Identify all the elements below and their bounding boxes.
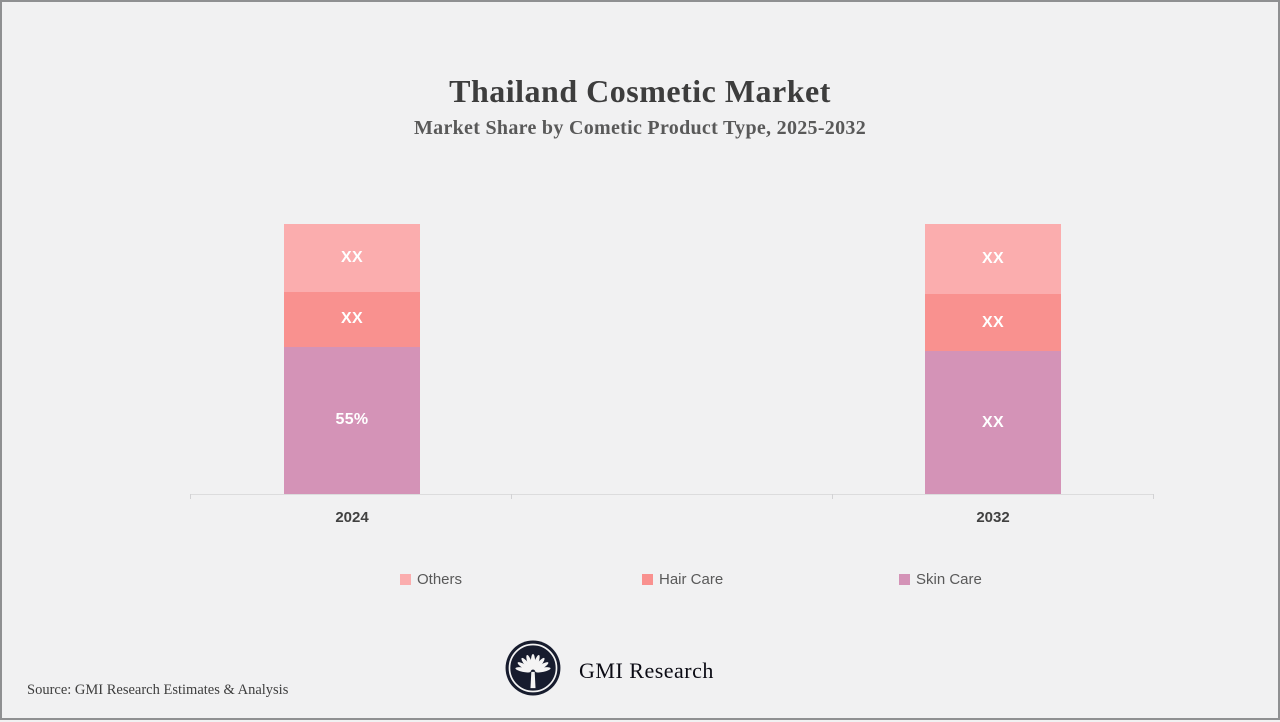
stacked-bar-2032: XX XX XX bbox=[925, 224, 1061, 494]
x-axis-tick bbox=[511, 494, 512, 499]
x-axis-tick bbox=[1153, 494, 1154, 499]
segment-value-label: XX bbox=[341, 249, 363, 267]
x-axis-line bbox=[190, 494, 1154, 495]
segment-value-label: XX bbox=[982, 413, 1004, 431]
legend-swatch-others bbox=[400, 574, 411, 585]
brand-name: GMI Research bbox=[579, 657, 714, 683]
bar-segment-skin-care: 55% bbox=[284, 346, 420, 494]
chart-subtitle: Market Share by Cometic Product Type, 20… bbox=[413, 117, 867, 139]
gmi-palm-logo-icon bbox=[505, 640, 561, 701]
legend-label: Others bbox=[417, 571, 463, 588]
legend-swatch-skin-care bbox=[899, 574, 910, 585]
legend-item-hair-care: Hair Care bbox=[642, 571, 723, 588]
segment-value-label: XX bbox=[982, 250, 1004, 268]
chart-title: Thailand Cosmetic Market bbox=[449, 73, 831, 109]
x-axis-tick bbox=[832, 494, 833, 499]
segment-value-label: XX bbox=[341, 310, 363, 328]
bar-segment-hair-care: XX bbox=[284, 292, 420, 347]
x-tick-label-2024: 2024 bbox=[335, 509, 369, 526]
brand-footer: GMI Research bbox=[505, 640, 714, 701]
x-axis-tick bbox=[190, 494, 191, 499]
source-note: Source: GMI Research Estimates & Analysi… bbox=[27, 682, 289, 698]
legend-label: Hair Care bbox=[659, 571, 724, 588]
bar-segment-skin-care: XX bbox=[925, 351, 1061, 494]
legend-label: Skin Care bbox=[916, 571, 982, 588]
legend-item-others: Others bbox=[400, 571, 462, 588]
bar-segment-others: XX bbox=[925, 224, 1061, 295]
legend-item-skin-care: Skin Care bbox=[899, 571, 982, 588]
bar-segment-hair-care: XX bbox=[925, 294, 1061, 352]
bar-segment-others: XX bbox=[284, 224, 420, 293]
legend-swatch-hair-care bbox=[642, 574, 653, 585]
x-tick-label-2032: 2032 bbox=[976, 509, 1010, 526]
segment-value-label: 55% bbox=[335, 411, 369, 429]
segment-value-label: XX bbox=[982, 313, 1004, 331]
legend: Others Hair Care Skin Care bbox=[2, 571, 1280, 591]
stacked-bar-2024: XX XX 55% bbox=[284, 224, 420, 494]
